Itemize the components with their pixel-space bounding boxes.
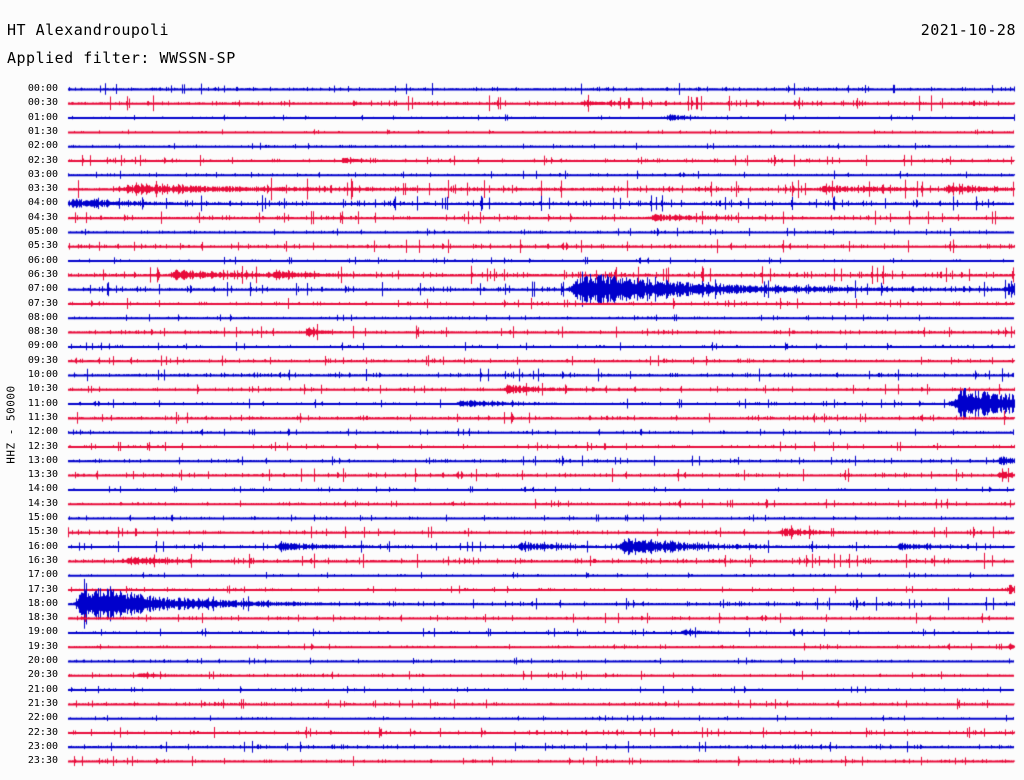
helicorder-plot: HT Alexandroupoli Applied filter: WWSSN-… [0,0,1024,780]
seismogram-traces [0,0,1024,780]
